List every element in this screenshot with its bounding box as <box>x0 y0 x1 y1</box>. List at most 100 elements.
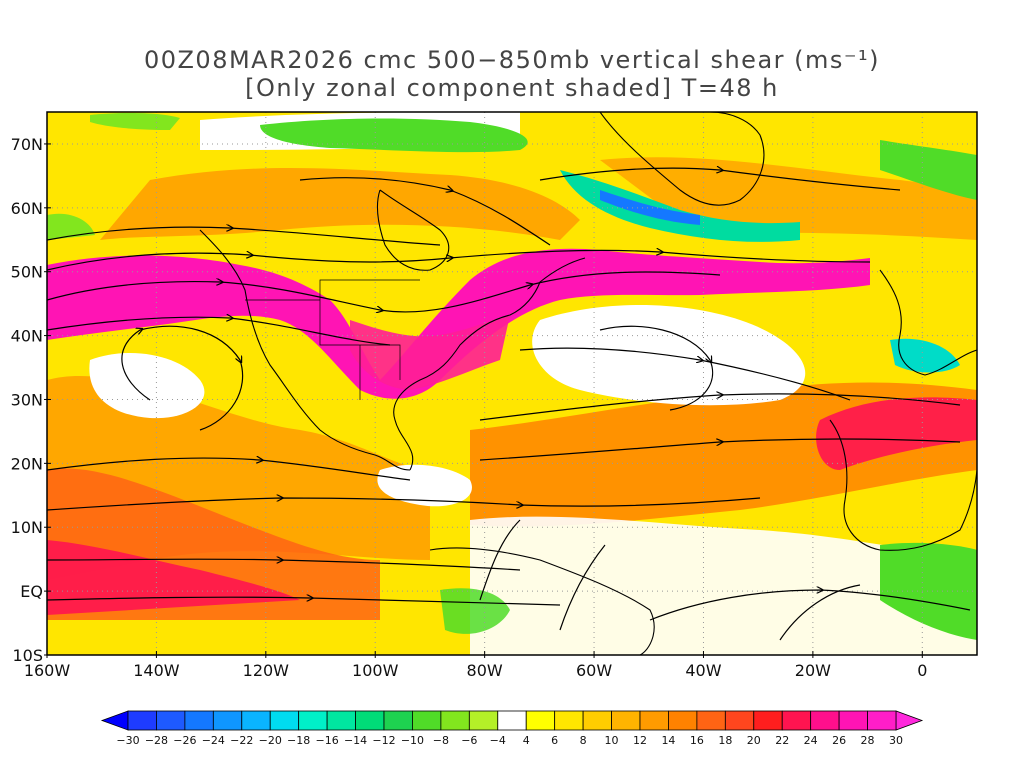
coastline-greenland <box>599 112 765 206</box>
colorbar-label: −24 <box>202 734 225 747</box>
coastline-europe <box>879 269 977 376</box>
shading-cyan-labrador <box>560 170 800 242</box>
colorbar-swatch <box>810 710 840 731</box>
shading-green-alaska <box>90 113 180 130</box>
streamline <box>599 325 714 411</box>
shading-blue-labrador <box>600 190 700 225</box>
shading-white-south-atlantic <box>470 516 977 655</box>
colorbar-label: −14 <box>344 734 367 747</box>
lon-tick-label: 120W <box>243 661 290 680</box>
streamline <box>47 227 441 246</box>
longitude-labels: 160W 140W 120W 100W 80W 60W 40W 20W 0 <box>24 651 927 680</box>
colorbar-swatch <box>355 710 385 731</box>
lon-tick-label: 20W <box>795 661 831 680</box>
colorbar-label: −30 <box>116 734 139 747</box>
colorbar-label: 16 <box>690 734 704 747</box>
coastline-africa <box>829 419 977 551</box>
colorbar-swatch <box>468 710 499 731</box>
colorbar-left-arrow <box>100 710 129 731</box>
colorbar-swatch <box>753 710 783 731</box>
shading-cyan-iberia <box>890 338 960 373</box>
lat-tick-label: 20N <box>11 454 43 473</box>
colorbar-label: −8 <box>433 734 449 747</box>
colorbar-label: 8 <box>580 734 587 747</box>
colorbar-label: 14 <box>661 734 675 747</box>
shading-white-pacific <box>89 352 205 419</box>
lat-tick-label: 10S <box>12 646 43 665</box>
colorbar-swatch <box>867 710 897 731</box>
colorbar-right-arrow <box>895 710 924 731</box>
colorbar-swatch <box>156 710 186 731</box>
lat-tick-label: 60N <box>11 199 43 218</box>
streamline <box>47 498 761 511</box>
colorbar-label: −4 <box>490 734 506 747</box>
colorbar-label: −16 <box>316 734 339 747</box>
colorbar-swatch <box>497 710 527 731</box>
coastline-north-america-east <box>393 257 586 471</box>
streamline <box>479 519 521 601</box>
map-title-line-1: 00Z08MAR2026 cmc 500−850mb vertical shea… <box>143 46 881 74</box>
colorbar-label: 4 <box>523 734 530 747</box>
colorbar-swatch <box>412 710 442 731</box>
colorbar-swatch <box>525 710 556 731</box>
colorbar-label: −18 <box>287 734 310 747</box>
streamline <box>47 250 871 271</box>
colorbar-swatch <box>269 710 300 731</box>
lon-tick-label: 100W <box>352 661 399 680</box>
colorbar-label: 10 <box>605 734 619 747</box>
colorbar-label: 22 <box>775 734 789 747</box>
colorbar-swatch <box>212 710 243 731</box>
streamline <box>299 177 551 246</box>
map-title-line-2: [Only zonal component shaded] T=48 h <box>245 74 779 102</box>
colorbar-swatch <box>184 710 214 731</box>
colorbar-label: 20 <box>747 734 761 747</box>
colorbar-label: −22 <box>230 734 253 747</box>
lon-tick-label: 160W <box>24 661 71 680</box>
shading-magenta-tropical <box>47 540 300 615</box>
colorbar-label: 12 <box>633 734 647 747</box>
shading-jet-core <box>350 315 510 390</box>
lat-tick-label: 10N <box>11 518 43 537</box>
lon-tick-label: 60W <box>576 661 612 680</box>
streamline <box>649 590 971 621</box>
map-frame <box>46 111 978 656</box>
lat-tick-label: EQ <box>20 582 43 601</box>
shading-green-northeast <box>880 140 977 200</box>
lon-tick-label: 40W <box>685 661 721 680</box>
colorbar-swatch <box>383 710 413 731</box>
lon-tick-label: 80W <box>467 661 503 680</box>
streamline <box>479 439 961 461</box>
colorbar-label: −20 <box>259 734 282 747</box>
colorbar-label: 24 <box>804 734 818 747</box>
colorbar-label: 30 <box>889 734 903 747</box>
streamline <box>479 394 961 421</box>
streamline <box>47 458 411 481</box>
colorbar-label: −28 <box>145 734 168 747</box>
colorbar-label: 28 <box>861 734 875 747</box>
colorbar-swatch <box>298 710 328 731</box>
latitude-labels: 70N 60N 50N 40N 30N 20N 10N EQ 10S <box>11 135 51 665</box>
colorbar-swatch <box>781 710 812 731</box>
streamline <box>559 544 606 631</box>
colorbar-label: −12 <box>372 734 395 747</box>
colorbar-swatch <box>639 710 669 731</box>
streamline <box>779 584 861 641</box>
colorbar-swatch <box>326 710 356 731</box>
streamline <box>47 271 721 312</box>
coastline-south-america <box>429 547 655 655</box>
lat-tick-label: 50N <box>11 263 43 282</box>
streamline <box>519 347 851 401</box>
lat-tick-label: 30N <box>11 390 43 409</box>
shading-magenta-africa <box>816 397 977 470</box>
colorbar-swatch <box>668 710 698 731</box>
coastline-hudson-bay <box>376 189 450 271</box>
colorbar-swatch <box>440 710 470 731</box>
streamline <box>47 597 561 606</box>
streamline <box>121 325 244 431</box>
colorbar-swatch <box>696 710 726 731</box>
streamline <box>47 559 521 571</box>
colorbar-label: 6 <box>551 734 558 747</box>
shading-green-arctic <box>260 118 528 153</box>
shear-shading <box>47 112 977 655</box>
